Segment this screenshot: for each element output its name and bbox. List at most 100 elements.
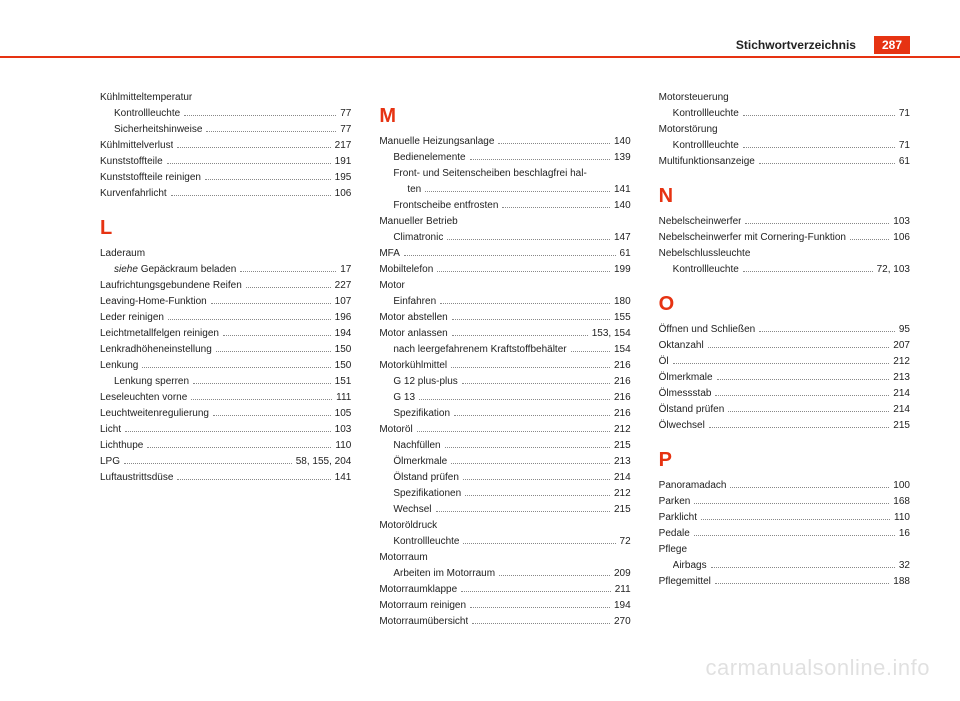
index-entry-label: Motoröldruck bbox=[379, 518, 437, 534]
index-entry-label: Motorraumübersicht bbox=[379, 614, 468, 630]
index-entry-page: 77 bbox=[340, 122, 351, 138]
index-entry-label: Kontrollleuchte bbox=[673, 262, 739, 278]
index-entry: Öl 212 bbox=[659, 354, 910, 370]
index-entry-page: 140 bbox=[614, 134, 631, 150]
leader-dots bbox=[417, 431, 610, 432]
index-entry-label: Leseleuchten vorne bbox=[100, 390, 187, 406]
index-entry-page: 227 bbox=[335, 278, 352, 294]
index-content: Kühlmitteltemperatur Kontrollleuchte 77 Sic… bbox=[100, 90, 910, 641]
index-entry-label: Nebelscheinwerfer bbox=[659, 214, 742, 230]
index-entry-page: 61 bbox=[899, 154, 910, 170]
index-entry-label: G 12 plus-plus bbox=[393, 374, 457, 390]
index-entry-page: 16 bbox=[899, 526, 910, 542]
index-subentry: Spezifikation216 bbox=[379, 406, 630, 422]
index-entry: Öffnen und Schließen95 bbox=[659, 322, 910, 338]
index-subentry: Ölstand prüfen214 bbox=[379, 470, 630, 486]
index-entry-label: Nebelschlussleuchte bbox=[659, 246, 751, 262]
index-subentry: Nachfüllen215 bbox=[379, 438, 630, 454]
index-entry-page: 155 bbox=[614, 310, 631, 326]
index-entry-label: Wechsel bbox=[393, 502, 431, 518]
index-entry-page: 147 bbox=[614, 230, 631, 246]
index-entry-page: 270 bbox=[614, 614, 631, 630]
section-title: Stichwortverzeichnis bbox=[736, 38, 856, 52]
index-entry: Mobiltelefon199 bbox=[379, 262, 630, 278]
index-entry-label: Sicherheitshinweise bbox=[114, 122, 202, 138]
leader-dots bbox=[462, 383, 610, 384]
index-entry-label: Frontscheibe entfrosten bbox=[393, 198, 498, 214]
index-entry-page: 71 bbox=[899, 138, 910, 154]
index-entry-label: Parklicht bbox=[659, 510, 697, 526]
leader-dots bbox=[708, 347, 890, 348]
index-entry-label: Pflegemittel bbox=[659, 574, 711, 590]
leader-dots bbox=[168, 319, 331, 320]
index-entry-page: 207 bbox=[893, 338, 910, 354]
index-subentry: G 12 plus-plus216 bbox=[379, 374, 630, 390]
leader-dots bbox=[124, 463, 292, 464]
index-entry-page: 213 bbox=[893, 370, 910, 386]
leader-dots bbox=[177, 147, 330, 148]
index-entry: Pedale16 bbox=[659, 526, 910, 542]
index-entry-page: 58, 155, 204 bbox=[296, 454, 352, 470]
index-entry-page: 212 bbox=[893, 354, 910, 370]
page-header: Stichwortverzeichnis 287 bbox=[736, 36, 910, 54]
leader-dots bbox=[223, 335, 331, 336]
index-entry-label: MFA bbox=[379, 246, 400, 262]
index-entry-label: Ölmerkmale bbox=[393, 454, 447, 470]
index-entry: Motorraum reinigen194 bbox=[379, 598, 630, 614]
index-entry-label: Multifunktionsanzeige bbox=[659, 154, 755, 170]
index-entry: Motorraumübersicht 270 bbox=[379, 614, 630, 630]
leader-dots bbox=[711, 567, 895, 568]
index-entry-page: 72 bbox=[620, 534, 631, 550]
index-entry-page: 61 bbox=[620, 246, 631, 262]
top-rule bbox=[0, 56, 960, 58]
index-entry: Kühlmitteltemperatur bbox=[100, 90, 351, 106]
leader-dots bbox=[177, 479, 330, 480]
index-entry-label: Pflege bbox=[659, 542, 687, 558]
leader-dots bbox=[743, 115, 895, 116]
index-subentry: Einfahren180 bbox=[379, 294, 630, 310]
index-entry: Ölstand prüfen214 bbox=[659, 402, 910, 418]
section-letter: L bbox=[100, 212, 351, 244]
index-entry: Pflege bbox=[659, 542, 910, 558]
index-entry: Motor bbox=[379, 278, 630, 294]
leader-dots bbox=[125, 431, 331, 432]
index-entry-label: Öffnen und Schließen bbox=[659, 322, 756, 338]
index-entry: Motorkühlmittel216 bbox=[379, 358, 630, 374]
section-letter: O bbox=[659, 288, 910, 320]
index-entry-page: 216 bbox=[614, 390, 631, 406]
index-entry: Panoramadach100 bbox=[659, 478, 910, 494]
index-entry-label: Parken bbox=[659, 494, 691, 510]
index-entry-label: Motor abstellen bbox=[379, 310, 447, 326]
index-entry-label: Motor bbox=[379, 278, 405, 294]
index-entry-label: Kühlmittelverlust bbox=[100, 138, 173, 154]
index-entry-label: Motorstörung bbox=[659, 122, 718, 138]
index-entry: Nebelscheinwerfer mit Cornering-Funktion… bbox=[659, 230, 910, 246]
index-entry: Parken168 bbox=[659, 494, 910, 510]
leader-dots bbox=[211, 303, 331, 304]
index-entry-page: 214 bbox=[893, 402, 910, 418]
leader-dots bbox=[499, 575, 610, 576]
index-entry-page: 140 bbox=[614, 198, 631, 214]
index-entry: Multifunktionsanzeige 61 bbox=[659, 154, 910, 170]
leader-dots bbox=[451, 367, 610, 368]
index-subentry: Kontrollleuchte71 bbox=[659, 138, 910, 154]
leader-dots bbox=[447, 239, 610, 240]
leader-dots bbox=[171, 195, 331, 196]
index-subentry: Lenkung sperren151 bbox=[100, 374, 351, 390]
index-entry-label: Lenkung bbox=[100, 358, 138, 374]
index-entry-label: Öl bbox=[659, 354, 669, 370]
index-entry: Lenkradhöheneinstellung150 bbox=[100, 342, 351, 358]
leader-dots bbox=[728, 411, 889, 412]
index-subentry: Bedienelemente139 bbox=[379, 150, 630, 166]
index-entry: Nebelschlussleuchte bbox=[659, 246, 910, 262]
leader-dots bbox=[850, 239, 889, 240]
index-entry-label: Spezifikation bbox=[393, 406, 450, 422]
index-entry: Leichtmetallfelgen reinigen194 bbox=[100, 326, 351, 342]
index-entry: Ölwechsel215 bbox=[659, 418, 910, 434]
index-subentry: Arbeiten im Motorraum209 bbox=[379, 566, 630, 582]
leader-dots bbox=[246, 287, 331, 288]
leader-dots bbox=[694, 503, 889, 504]
index-entry: Ölmessstab214 bbox=[659, 386, 910, 402]
index-subentry: Kontrollleuchte71 bbox=[659, 106, 910, 122]
index-entry-label: Motorsteuerung bbox=[659, 90, 729, 106]
